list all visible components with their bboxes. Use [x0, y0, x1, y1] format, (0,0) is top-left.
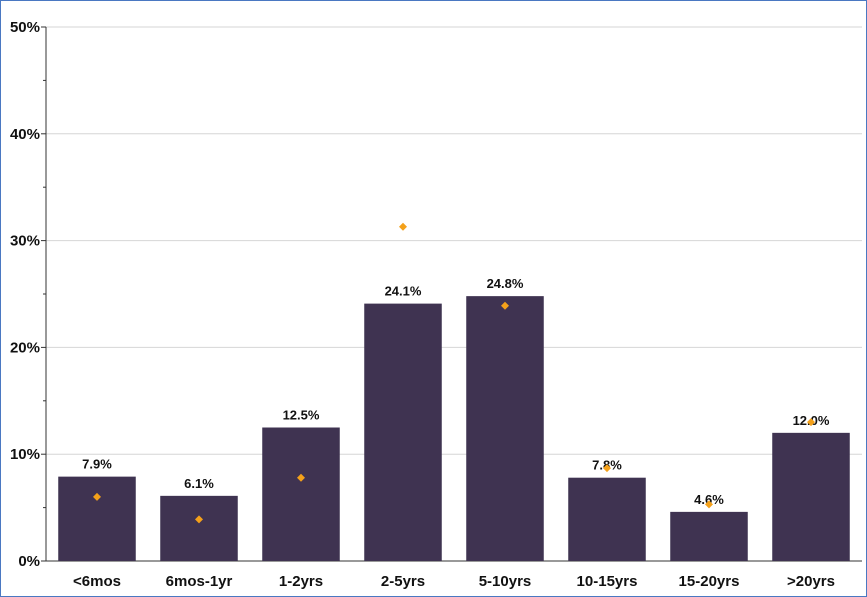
- bar-value-label: 24.1%: [385, 284, 422, 299]
- x-tick-label: 2-5yrs: [381, 573, 425, 590]
- diamond-marker: [705, 500, 713, 509]
- x-tick-label: 15-20yrs: [679, 573, 740, 590]
- bar-value-label: 24.8%: [487, 276, 524, 291]
- bar: [262, 427, 340, 561]
- bar: [670, 511, 748, 561]
- y-tick-label: 50%: [10, 19, 40, 36]
- bar: [568, 477, 646, 561]
- y-tick-label: 0%: [18, 553, 40, 570]
- bar: [364, 303, 442, 561]
- bar-value-label: 12.5%: [283, 408, 320, 423]
- x-tick-label: 10-15yrs: [577, 573, 638, 590]
- y-tick-label: 20%: [10, 339, 40, 356]
- y-tick-label: 30%: [10, 233, 40, 250]
- y-tick-label: 40%: [10, 126, 40, 143]
- x-tick-label: 6mos-1yr: [166, 573, 233, 590]
- x-tick-label: 5-10yrs: [479, 573, 532, 590]
- x-tick-label: <6mos: [73, 573, 121, 590]
- diamond-marker: [807, 418, 815, 427]
- diamond-marker: [399, 222, 407, 231]
- bar: [160, 495, 238, 561]
- diamond-marker: [93, 492, 101, 501]
- bar-value-label: 4.6%: [694, 492, 724, 507]
- bar: [466, 296, 544, 561]
- diamond-marker: [297, 473, 305, 482]
- bar: [58, 476, 136, 561]
- bar: [772, 432, 850, 561]
- diamond-marker: [603, 464, 611, 473]
- diamond-marker: [501, 301, 509, 310]
- diamond-marker: [195, 515, 203, 524]
- x-tick-label: 1-2yrs: [279, 573, 323, 590]
- y-tick-label: 10%: [10, 446, 40, 463]
- bar-value-label: 6.1%: [184, 476, 214, 491]
- bar-value-label: 7.9%: [82, 457, 112, 472]
- x-tick-label: >20yrs: [787, 573, 835, 590]
